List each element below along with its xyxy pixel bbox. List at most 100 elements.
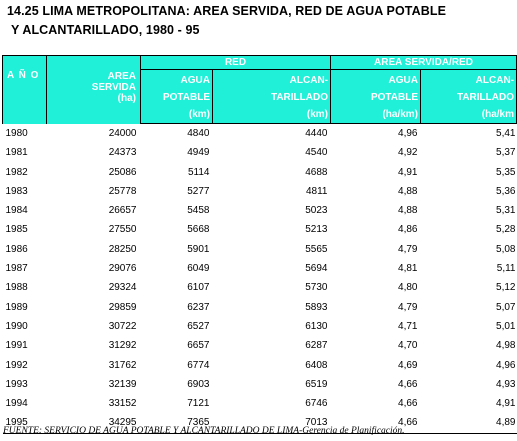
table-row: 1994 33152 7121 6746 4,66 4,91 [3,394,517,413]
cell-agua-potable: 6903 [187,378,210,390]
cell-year: 1980 [5,127,28,139]
cell-year: 1984 [5,205,28,217]
cell-alcantarillado-ratio: 5,07 [496,301,516,313]
cell-agua-potable-ratio: 4,70 [398,340,418,352]
cell-agua-potable-ratio: 4,88 [398,185,418,197]
table-row: 1981 24373 4949 4540 4,92 5,37 [3,143,517,162]
cell-year: 1985 [5,224,28,236]
cell-area-servida: 33152 [108,398,137,410]
cell-agua-potable: 5458 [187,205,210,217]
cell-agua-potable: 5668 [187,224,210,236]
cell-year: 1993 [5,378,28,390]
cell-alcantarillado: 4688 [305,166,328,178]
cell-year: 1991 [5,340,28,352]
cell-alcantarillado: 5893 [305,301,328,313]
title-line-1: 14.25 LIMA METROPOLITANA: AREA SERVIDA, … [7,4,447,18]
cell-alcantarillado: 5213 [305,224,328,236]
table-title: 14.25 LIMA METROPOLITANA: AREA SERVIDA, … [7,2,512,40]
cell-area-servida: 29324 [108,282,137,294]
cell-agua-potable-ratio: 4,96 [398,128,418,139]
cell-agua-potable: 6237 [187,301,210,313]
cell-agua-potable: 6107 [187,282,210,294]
cell-alcantarillado-ratio: 5,37 [496,147,516,159]
title-line-2: Y ALCANTARILLADO, 1980 - 95 [11,23,200,37]
cell-alcantarillado: 6287 [305,340,328,352]
cell-year: 1992 [5,359,28,371]
cell-alcantarillado: 5730 [305,282,328,294]
cell-alcantarillado-ratio: 5,35 [496,166,516,178]
cell-agua-potable: 6527 [187,320,210,332]
cell-area-servida: 26657 [108,205,137,217]
cell-agua-potable-ratio: 4,71 [398,320,418,332]
cell-alcantarillado-ratio: 5,01 [496,320,516,332]
cell-area-servida: 24373 [108,147,137,159]
cell-area-servida: 25778 [108,185,137,197]
cell-agua-potable-ratio: 4,86 [398,224,418,236]
table-body: 1980 24000 4840 4440 4,96 5,41 1981 24373 4949 45… [2,124,517,434]
cell-area-servida: 34295 [46,413,141,434]
cell-area-servida: 28250 [108,243,137,255]
cell-agua-potable: 5114 [187,166,210,178]
cell-alcantarillado-ratio: 5,11 [496,263,516,275]
cell-agua-potable: 6774 [187,359,210,371]
cell-agua-potable-ratio: 4,92 [398,147,418,159]
cell-area-servida: 29076 [108,263,137,275]
cell-agua-potable: 6657 [187,340,210,352]
cell-alcantarillado-ratio: 4,98 [496,340,516,352]
table-row: 1993 32139 6903 6519 4,66 4,93 [3,375,517,394]
header-group-red: RED [140,55,331,70]
cell-agua-potable-ratio: 4,91 [398,166,418,178]
cell-area-servida: 27550 [108,224,137,236]
data-table: A Ñ O AREA SERVIDA (ha) RED AREA SERVIDA… [2,55,517,434]
table-row: 1988 29324 6107 5730 4,80 5,12 [3,278,517,297]
header-group-area-servida-red: AREA SERVIDA/RED [330,55,517,70]
cell-agua-potable: 7121 [187,398,210,410]
cell-alcantarillado-ratio: 4,91 [496,398,516,410]
cell-area-servida: 31292 [108,340,137,352]
table-row: 1980 24000 4840 4440 4,96 5,41 [3,124,517,144]
cell-year: 1988 [5,282,28,294]
source-note: FUENTE: SERVICIO DE AGUA POTABLE Y ALCAN… [3,426,405,436]
cell-alcantarillado-ratio: 5,31 [496,205,516,217]
cell-alcantarillado: 6130 [305,320,328,332]
cell-agua-potable-ratio: 4,88 [398,205,418,217]
cell-year: 1990 [5,320,28,332]
cell-alcantarillado: 6519 [305,378,328,390]
header-area-servida: AREA SERVIDA (ha) [46,55,141,124]
cell-agua-potable: 4840 [187,128,210,139]
header-alcantarillado-ratio: ALCAN- TARILLADO (ha/km [420,69,517,124]
cell-agua-potable: 7365 [140,413,213,434]
cell-area-servida: 30722 [108,320,137,332]
cell-alcantarillado: 7013 [212,413,331,434]
cell-alcantarillado: 5694 [305,263,328,275]
cell-area-servida: 31762 [108,359,137,371]
cell-alcantarillado-ratio: 5,28 [496,224,516,236]
cell-agua-potable-ratio: 4,79 [398,243,418,255]
cell-year: 1994 [5,398,28,410]
cell-alcantarillado-ratio: 4,89 [420,413,517,434]
cell-area-servida: 25086 [108,166,137,178]
table-row: 1990 30722 6527 6130 4,71 5,01 [3,317,517,336]
cell-alcantarillado: 5565 [305,243,328,255]
cell-area-servida: 32139 [108,378,137,390]
cell-year: 1982 [5,166,28,178]
cell-agua-potable-ratio: 4,69 [398,359,418,371]
cell-area-servida: 29859 [108,301,137,313]
cell-year: 1986 [5,243,28,255]
cell-agua-potable: 5901 [187,243,210,255]
table-row: 1983 25778 5277 4811 4,88 5,36 [3,182,517,201]
cell-agua-potable-ratio: 4,81 [398,263,418,275]
cell-alcantarillado-ratio: 5,12 [496,282,516,294]
cell-alcantarillado: 4811 [305,185,328,197]
cell-agua-potable-ratio: 4,66 [398,378,418,390]
cell-alcantarillado: 4440 [305,128,328,139]
cell-alcantarillado: 6746 [305,398,328,410]
header-alcantarillado: ALCAN- TARILLADO (km) [212,69,331,124]
cell-year: 1995 [2,413,47,434]
cell-alcantarillado-ratio: 4,93 [496,378,516,390]
cell-agua-potable: 4949 [187,147,210,159]
cell-year: 1981 [5,147,28,159]
table-row: 1982 25086 5114 4688 4,91 5,35 [3,163,517,182]
header-agua-potable: AGUA POTABLE (km) [140,69,213,124]
table-row: 1986 28250 5901 5565 4,79 5,08 [3,240,517,259]
